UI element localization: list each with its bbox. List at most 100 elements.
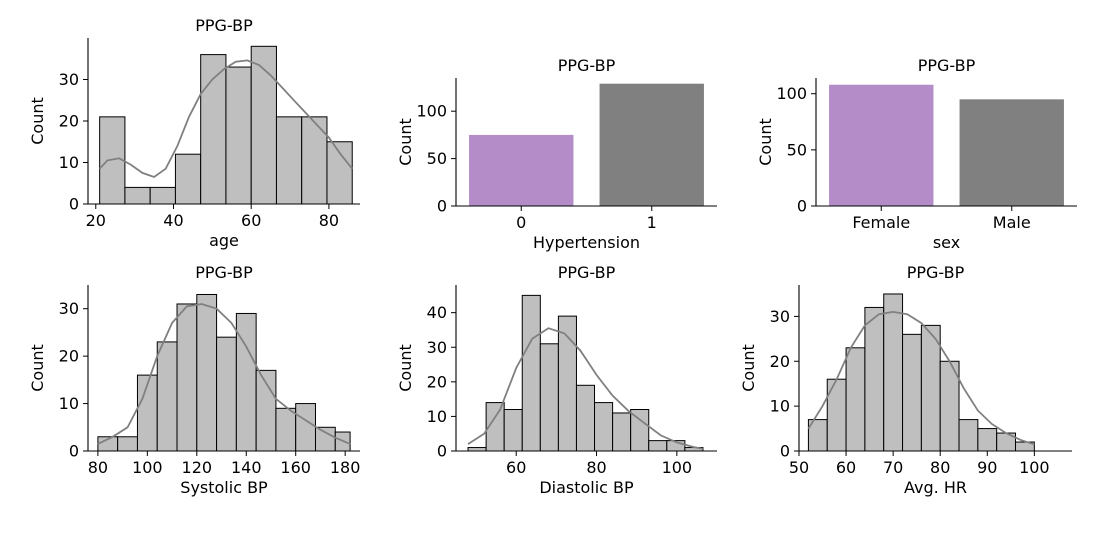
y-axis-label: Count [28, 344, 47, 392]
y-tick-label: 10 [770, 397, 790, 416]
y-tick-label: 100 [776, 84, 807, 103]
chart-title: PPG-BP [195, 16, 253, 35]
histogram-bar [503, 409, 523, 452]
histogram-bar [612, 412, 632, 452]
y-tick-label: 0 [437, 442, 447, 461]
chart-systolic: PPG-BP 80 100 120 140 160 180 0 10 20 30 Systolic B… [28, 263, 360, 497]
y-tick-label: 0 [69, 442, 79, 461]
y-tick-label: 20 [427, 372, 447, 391]
histogram-bar [149, 186, 176, 205]
chart-title: PPG-BP [918, 56, 976, 75]
histogram-bar [275, 116, 303, 205]
histogram-bar [124, 186, 151, 205]
y-tick-label: 0 [69, 195, 79, 214]
x-tick-label: 100 [132, 458, 163, 477]
histogram-bar [920, 324, 941, 452]
x-axis-label: Systolic BP [180, 478, 268, 497]
kde-line [99, 59, 353, 179]
x-tick-label: Female [852, 213, 910, 232]
y-tick-label: 30 [427, 338, 447, 357]
y-tick-label: 50 [427, 149, 447, 168]
histogram-bar [883, 293, 904, 452]
x-tick-label: 80 [88, 458, 108, 477]
y-tick-label: 20 [59, 347, 79, 366]
histogram-bar [958, 419, 979, 452]
y-tick-label: 20 [59, 112, 79, 131]
chart-title: PPG-BP [907, 263, 965, 282]
y-tick-label: 10 [59, 153, 79, 172]
x-axis-label: sex [933, 233, 960, 252]
chart-diastolic: PPG-BP 60 80 100 0 10 20 30 40 Diastolic BP Count [396, 263, 717, 497]
bar [599, 83, 704, 206]
histogram-bar [539, 343, 559, 452]
histogram-bar [902, 333, 922, 452]
y-axis-label: Count [28, 97, 47, 145]
y-tick-label: 20 [770, 352, 790, 371]
chart-hypertension: PPG-BP 0 1 0 50 100 Hypertension Count [396, 56, 717, 252]
histogram-bar [176, 303, 198, 452]
histogram-bar [864, 306, 885, 452]
kde-line [97, 303, 351, 445]
y-tick-label: 30 [59, 299, 79, 318]
histogram-bar [196, 293, 218, 452]
chart-age: PPG-BP 20 40 60 80 0 10 20 30 age Count [28, 16, 360, 250]
x-tick-label: 70 [883, 458, 903, 477]
histogram-bar [326, 141, 353, 205]
x-axis-label: Diastolic BP [539, 478, 634, 497]
bar [829, 84, 934, 206]
chart-sex: PPG-BP Female Male 0 50 100 sex Count [756, 56, 1077, 252]
histogram-bar [156, 341, 178, 452]
histogram-bar [977, 428, 998, 452]
bar [469, 134, 574, 206]
histogram-bar [594, 402, 614, 452]
x-tick-label: 80 [319, 211, 339, 230]
histogram-bar [295, 403, 316, 452]
y-tick-label: 50 [787, 140, 807, 159]
y-tick-label: 0 [797, 197, 807, 216]
x-axis-label: Hypertension [533, 233, 640, 252]
y-tick-label: 10 [59, 394, 79, 413]
histogram-bar [275, 407, 297, 452]
chart-title: PPG-BP [558, 56, 616, 75]
x-tick-label: 80 [586, 458, 606, 477]
y-tick-label: 10 [427, 407, 447, 426]
y-axis-label: Count [396, 118, 415, 166]
histogram-bar [648, 440, 668, 452]
histogram-bar [314, 426, 336, 452]
x-axis-label: age [209, 231, 239, 250]
histogram-bar [250, 45, 277, 205]
y-axis-label: Count [396, 344, 415, 392]
x-tick-label: 140 [231, 458, 262, 477]
histogram-bar [216, 336, 237, 452]
y-axis-label: Count [739, 344, 758, 392]
y-tick-label: 30 [59, 70, 79, 89]
x-tick-label: 60 [241, 211, 261, 230]
x-tick-label: 60 [506, 458, 526, 477]
x-axis-label: Avg. HR [904, 478, 967, 497]
histogram-bar [521, 294, 541, 452]
x-tick-label: 40 [163, 211, 183, 230]
y-tick-label: 40 [427, 303, 447, 322]
kde-line [467, 327, 704, 450]
y-axis-label: Count [756, 118, 775, 166]
x-tick-label: Male [993, 213, 1031, 232]
histogram-bar [117, 436, 138, 452]
x-tick-label: 80 [930, 458, 950, 477]
x-tick-label: 0 [516, 213, 526, 232]
histogram-bar [575, 384, 596, 452]
x-tick-label: 100 [1019, 458, 1050, 477]
x-tick-label: 50 [789, 458, 809, 477]
y-tick-label: 30 [770, 307, 790, 326]
chart-title: PPG-BP [195, 263, 253, 282]
x-tick-label: 20 [86, 211, 106, 230]
x-tick-label: 120 [182, 458, 213, 477]
histogram-bar [200, 54, 227, 205]
x-tick-label: 90 [977, 458, 997, 477]
y-tick-label: 0 [780, 442, 790, 461]
bar [959, 99, 1064, 206]
x-tick-label: 160 [280, 458, 311, 477]
x-tick-label: 100 [662, 458, 693, 477]
y-tick-label: 0 [437, 197, 447, 216]
